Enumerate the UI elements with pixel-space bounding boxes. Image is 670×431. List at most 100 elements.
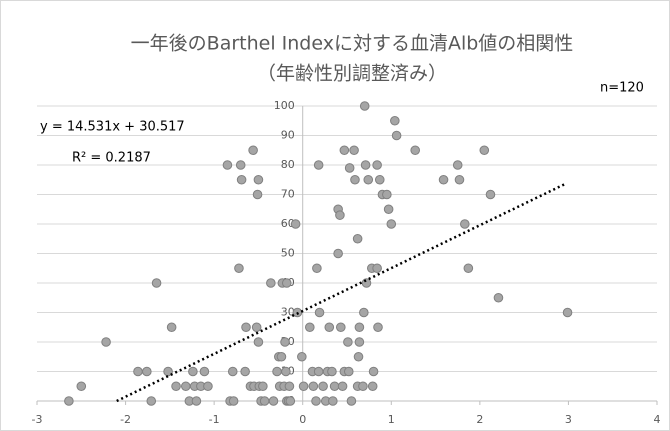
data-point — [228, 396, 239, 406]
data-point — [349, 145, 359, 156]
data-point — [314, 307, 325, 318]
data-point — [298, 381, 309, 392]
x-tick-label: 4 — [654, 413, 661, 426]
x-tick-label: -2 — [120, 413, 131, 426]
x-tick-label: 0 — [299, 413, 306, 426]
data-point — [343, 337, 353, 347]
data-point — [258, 381, 268, 392]
y-tick-label: 80 — [281, 158, 295, 171]
x-tick-label: 3 — [565, 413, 572, 426]
data-point — [235, 160, 246, 170]
data-point — [374, 174, 385, 185]
data-point — [266, 278, 276, 288]
equation: y = 14.531x + 30.517 — [40, 120, 185, 135]
data-point — [391, 130, 402, 141]
data-point — [222, 160, 233, 170]
data-point — [191, 396, 202, 406]
data-point — [333, 248, 343, 259]
data-point — [460, 219, 470, 229]
data-point — [329, 381, 340, 392]
data-point — [343, 366, 354, 377]
data-point — [452, 160, 463, 170]
data-point — [276, 351, 287, 362]
data-point — [367, 381, 378, 392]
data-point — [311, 396, 321, 406]
data-point — [368, 366, 379, 377]
data-point — [188, 366, 198, 377]
data-point — [253, 174, 264, 185]
data-point — [240, 366, 250, 377]
x-tick-label: -1 — [209, 413, 220, 426]
data-point — [354, 337, 365, 347]
data-point — [281, 366, 291, 377]
data-point — [353, 351, 364, 362]
data-point — [284, 381, 295, 392]
data-point — [281, 278, 292, 288]
data-point — [181, 381, 191, 392]
data-point — [454, 174, 465, 185]
data-point — [372, 263, 382, 274]
data-point — [493, 292, 504, 303]
data-point — [327, 366, 337, 377]
data-point — [313, 366, 324, 377]
data-point — [359, 101, 370, 111]
data-point — [252, 189, 263, 200]
data-point — [363, 174, 374, 185]
data-point — [386, 219, 397, 229]
data-point — [346, 396, 357, 406]
data-point — [359, 307, 369, 318]
data-point — [227, 366, 238, 377]
data-point — [163, 366, 173, 377]
y-tick-label: 100 — [274, 99, 295, 112]
data-point — [248, 145, 258, 156]
r-squared: R² = 0.2187 — [72, 151, 151, 166]
data-point — [312, 263, 322, 274]
data-point — [358, 381, 368, 392]
data-point — [324, 322, 335, 333]
data-point — [313, 160, 324, 170]
data-point — [236, 174, 247, 185]
data-point — [308, 381, 319, 392]
data-point — [76, 381, 87, 392]
data-point — [305, 322, 315, 333]
y-tick-label: 60 — [281, 217, 295, 230]
data-point — [259, 396, 270, 406]
data-point — [203, 381, 213, 392]
data-point — [253, 337, 264, 347]
data-point — [151, 278, 162, 288]
data-point — [328, 396, 338, 406]
data-point — [251, 322, 262, 333]
data-point — [133, 366, 143, 377]
data-point — [344, 163, 355, 173]
data-point — [352, 233, 363, 244]
data-point — [383, 204, 394, 215]
data-point — [339, 145, 350, 156]
data-point — [562, 307, 573, 318]
x-tick-label: -3 — [32, 413, 43, 426]
data-point — [372, 160, 382, 170]
data-point — [463, 263, 474, 274]
data-point — [360, 160, 371, 170]
data-point — [354, 322, 365, 333]
data-point — [335, 210, 345, 220]
data-point — [171, 381, 181, 392]
data-point — [101, 337, 111, 347]
y-tick-label: 30 — [281, 306, 295, 319]
data-point — [350, 174, 360, 185]
data-point — [479, 145, 490, 156]
trendline — [116, 182, 567, 403]
data-point — [280, 337, 290, 347]
data-point — [272, 366, 282, 377]
data-point — [297, 351, 307, 362]
data-point — [290, 219, 301, 229]
data-point — [382, 189, 392, 200]
data-point — [285, 396, 296, 406]
data-point — [318, 381, 328, 392]
chart-title: 一年後のBarthel Indexに対する血清Alb値の相関性 — [131, 33, 574, 55]
data-point — [146, 396, 157, 406]
data-point — [268, 396, 279, 406]
data-point — [485, 189, 496, 200]
data-point — [390, 115, 400, 126]
